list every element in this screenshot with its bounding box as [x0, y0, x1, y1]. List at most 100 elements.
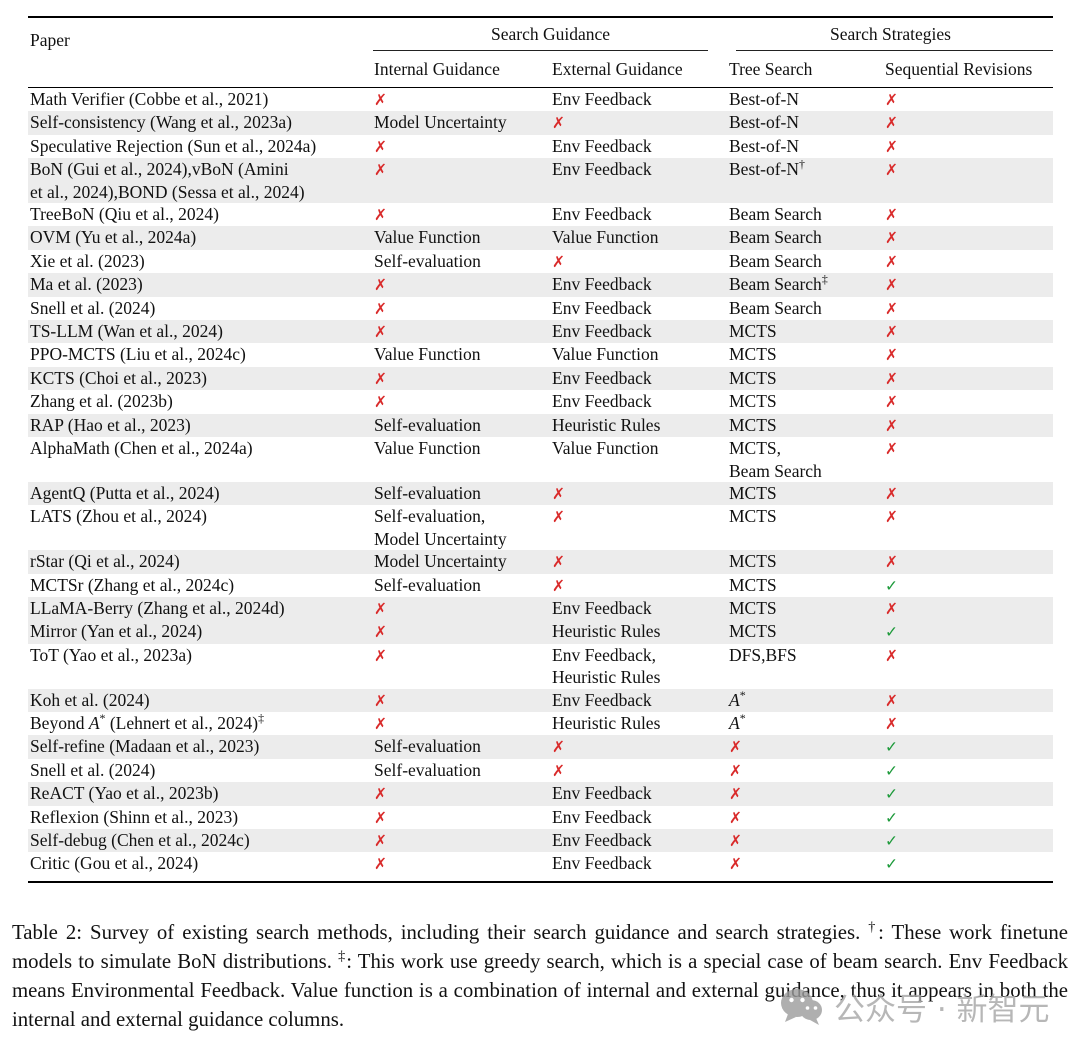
cell-paper: TreeBoN (Qiu et al., 2024): [30, 204, 219, 225]
caption-superscript: ‡: [338, 947, 347, 964]
cell-tree: MCTS: [729, 414, 777, 435]
cell-seq: ✗: [884, 597, 1053, 620]
cell-paper: Math Verifier (Cobbe et al., 2021): [30, 89, 269, 109]
cell-paper: Self-refine (Madaan et al., 2023): [30, 736, 260, 757]
cross-icon: ✗: [374, 691, 387, 710]
cell-internal: ✗: [373, 367, 551, 390]
cell-internal: ✗: [373, 644, 551, 689]
column-group-search-strategies: Search Strategies: [728, 18, 1053, 51]
column-header-sequential-revisions: Sequential Revisions: [885, 58, 1033, 79]
cell-seq: ✗: [884, 250, 1053, 273]
cell-seq: ✗: [884, 414, 1053, 437]
cell-paper: KCTS (Choi et al., 2023): [30, 367, 207, 388]
cross-icon: ✗: [885, 484, 898, 503]
cross-icon: ✗: [374, 808, 387, 827]
cell-seq: ✗: [884, 550, 1053, 573]
table-row: Self-consistency (Wang et al., 2023a) Mod…: [28, 111, 1053, 135]
cell-internal: Self-evaluation: [374, 736, 481, 757]
cell-external: ✗: [551, 505, 728, 550]
cell-tree: MCTS: [729, 597, 777, 618]
cell-internal: Model Uncertainty: [374, 112, 507, 133]
cell-tree: ✗: [728, 735, 884, 758]
table-row: Critic (Gou et al., 2024) ✗ Env Feedback ✗ ✓: [28, 852, 1053, 875]
cell-paper: Ma et al. (2023): [30, 274, 143, 295]
check-icon: ✓: [885, 738, 898, 757]
cell-tree: Best-of-N: [729, 89, 799, 109]
cell-seq: ✗: [884, 712, 1053, 735]
cell-seq: ✗: [884, 273, 1053, 296]
cell-external: Env Feedback: [552, 391, 652, 412]
cross-icon: ✗: [552, 484, 565, 503]
cross-icon: ✗: [885, 323, 898, 342]
text-segment: A: [729, 689, 740, 710]
check-icon: ✓: [885, 855, 898, 874]
cross-icon: ✗: [885, 440, 898, 459]
cross-icon: ✗: [729, 785, 742, 804]
caption-text: Table 2: Survey of existing search metho…: [12, 920, 869, 944]
cross-icon: ✗: [552, 508, 565, 527]
cell-paper: Snell et al. (2024): [30, 759, 156, 780]
table-row: Snell et al. (2024) Self-evaluation ✗ ✗ ✓: [28, 759, 1053, 782]
table-row: KCTS (Choi et al., 2023) ✗ Env Feedback MCT…: [28, 366, 1053, 391]
cell-tree: MCTS: [729, 321, 777, 342]
cell-paper: Mirror (Yan et al., 2024): [30, 621, 203, 642]
table-header: Paper Search Guidance Search Strategies …: [28, 18, 1053, 88]
text-segment: Beyond: [30, 712, 89, 733]
cross-icon: ✗: [885, 599, 898, 618]
cell-internal: ✗: [373, 829, 551, 852]
cell-tree: MCTS: [729, 482, 777, 503]
group-label-search-guidance: Search Guidance: [490, 23, 611, 44]
cross-icon: ✗: [552, 114, 565, 133]
cell-external: ✗: [551, 759, 728, 782]
table-row: ReACT (Yao et al., 2023b) ✗ Env Feedback ✗ ✓: [28, 782, 1053, 806]
cell-external: Env Feedback: [552, 321, 652, 342]
cell-external: Heuristic Rules: [552, 712, 661, 733]
check-icon: ✓: [885, 832, 898, 850]
cross-icon: ✗: [729, 761, 742, 780]
cell-paper: TS-LLM (Wan et al., 2024): [30, 321, 223, 342]
text-segment: Best-of-N: [729, 159, 799, 180]
superscript: *: [739, 711, 746, 726]
caption-superscript: †: [868, 918, 879, 935]
cross-icon: ✗: [885, 114, 898, 133]
cell-internal: ✗: [373, 806, 551, 829]
cell-seq: ✗: [884, 505, 1053, 550]
cross-icon: ✗: [729, 808, 742, 827]
cell-paper: LLaMA-Berry (Zhang et al., 2024d): [30, 597, 285, 618]
text-segment: A: [729, 712, 740, 733]
cell-tree: MCTS, Beam Search: [729, 438, 822, 481]
table-row: Ma et al. (2023) ✗ Env Feedback Beam Search…: [28, 273, 1053, 297]
cell-external: Heuristic Rules: [552, 621, 661, 642]
table-row: LLaMA-Berry (Zhang et al., 2024d) ✗ Env Fe…: [28, 596, 1053, 621]
cell-seq: ✗: [884, 367, 1053, 390]
cell-internal: ✗: [373, 297, 551, 320]
cell-paper: BoN (Gui et al., 2024),vBoN (Amini et al…: [30, 159, 305, 202]
cell-external: Env Feedback: [552, 806, 652, 827]
cell-tree: ✗: [728, 806, 884, 829]
cross-icon: ✗: [729, 738, 742, 757]
table-row: rStar (Qi et al., 2024) Model Uncertainty…: [28, 550, 1053, 574]
table-row: Zhang et al. (2023b) ✗ Env Feedback MCTS ✗: [28, 390, 1053, 413]
table-row: TS-LLM (Wan et al., 2024) ✗ Env Feedback MC…: [28, 320, 1053, 344]
cell-internal: ✗: [373, 782, 551, 805]
cell-internal: ✗: [373, 712, 551, 735]
cell-paper: Koh et al. (2024): [30, 689, 150, 710]
cell-seq: ✓: [884, 806, 1053, 829]
cell-seq: ✗: [884, 297, 1053, 320]
cell-seq: ✗: [884, 226, 1053, 249]
cell-paper: Self-consistency (Wang et al., 2023a): [30, 112, 292, 133]
cross-icon: ✗: [374, 276, 387, 295]
table-row: Self-debug (Chen et al., 2024c) ✗ Env Feed…: [28, 829, 1053, 853]
column-header-paper: Paper: [30, 29, 70, 50]
column-header-internal-guidance: Internal Guidance: [374, 58, 500, 79]
cell-paper: Beyond A* (Lehnert et al., 2024)‡: [28, 712, 373, 735]
cell-internal: Value Function: [374, 344, 481, 365]
cell-seq: ✗: [884, 320, 1053, 343]
cell-internal: ✗: [373, 320, 551, 343]
cross-icon: ✗: [374, 714, 387, 733]
cross-icon: ✗: [729, 832, 742, 850]
cell-paper: Xie et al. (2023): [30, 250, 145, 271]
table-row: Speculative Rejection (Sun et al., 2024a…: [28, 135, 1053, 158]
cross-icon: ✗: [885, 393, 898, 412]
cell-internal: ✗: [373, 88, 551, 111]
